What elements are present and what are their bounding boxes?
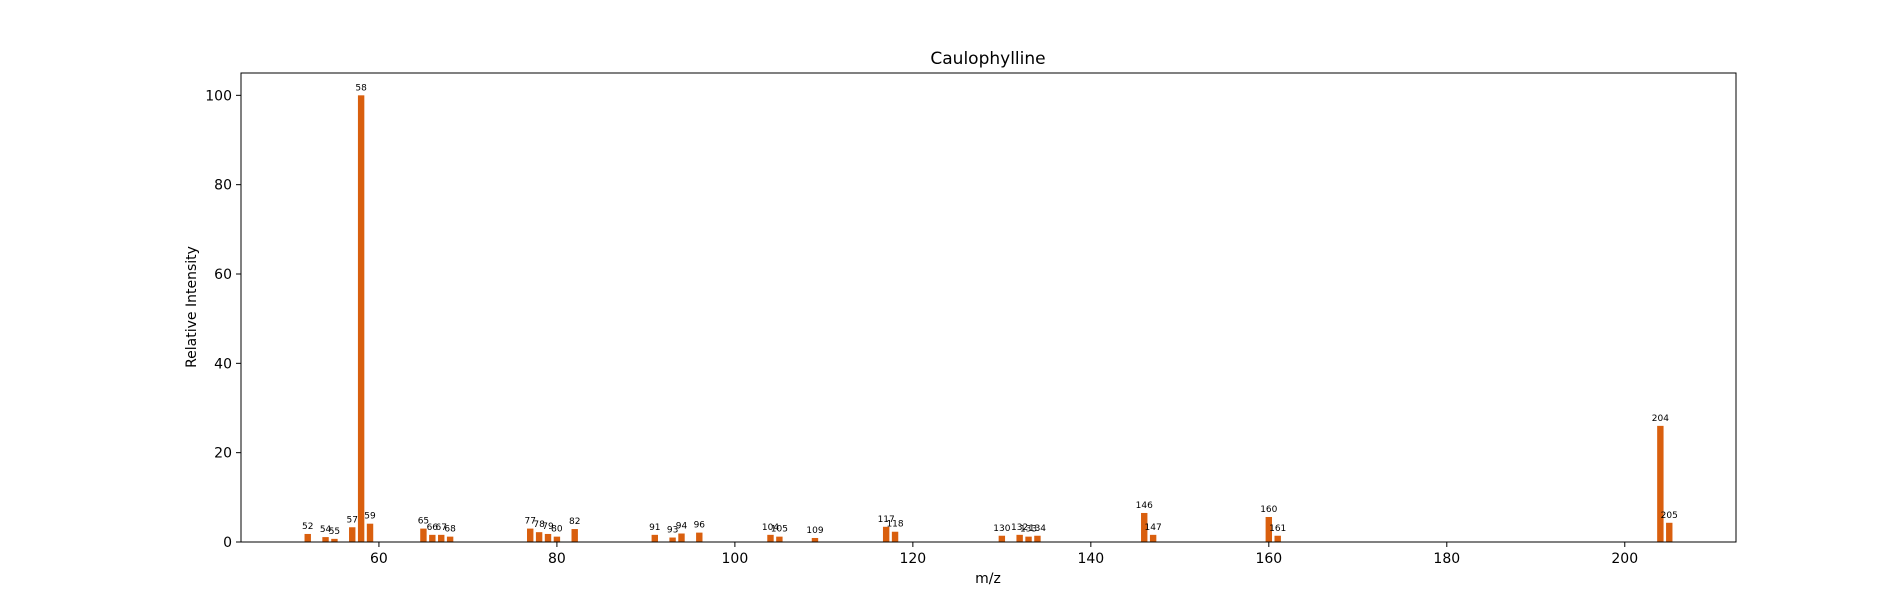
- bar-mz-133: [1025, 536, 1032, 542]
- chart-title: Caulophylline: [930, 49, 1045, 69]
- peak-label-54: 54: [320, 525, 332, 535]
- peak-label-96: 96: [694, 521, 706, 531]
- bar-mz-118: [891, 531, 899, 542]
- plot-frame: [240, 72, 1737, 543]
- bar-mz-160: [1265, 516, 1273, 542]
- bar-mz-55: [331, 538, 338, 542]
- bar-mz-52: [304, 533, 311, 542]
- peak-label-104: 104: [762, 523, 779, 533]
- x-tick-label-120: 120: [899, 551, 926, 567]
- x-tick-label-180: 180: [1433, 551, 1460, 567]
- bar-mz-105: [776, 536, 783, 542]
- x-tick-label-160: 160: [1255, 551, 1282, 567]
- peak-label-65: 65: [418, 517, 429, 527]
- x-tick-label-100: 100: [722, 551, 749, 567]
- y-axis-label: Relative Intensity: [184, 246, 200, 368]
- bar-mz-132: [1016, 534, 1023, 542]
- x-tick-label-80: 80: [548, 551, 566, 567]
- peak-label-93: 93: [667, 526, 678, 536]
- peak-label-58: 58: [355, 83, 367, 93]
- bar-mz-130: [998, 535, 1006, 542]
- x-axis-label: m/z: [975, 571, 1001, 587]
- bar-mz-77: [527, 528, 534, 542]
- bar-mz-67: [438, 534, 445, 542]
- y-tick-label-100: 100: [205, 88, 232, 104]
- bar-mz-104: [767, 534, 774, 542]
- peak-label-79: 79: [542, 522, 554, 532]
- peak-label-105: 105: [771, 525, 788, 535]
- peak-label-80: 80: [551, 525, 563, 535]
- bar-mz-82: [571, 529, 578, 542]
- peak-label-130: 130: [993, 524, 1010, 534]
- peak-label-52: 52: [302, 522, 313, 532]
- bar-mz-93: [669, 537, 676, 542]
- peak-label-77: 77: [524, 517, 535, 527]
- bar-mz-58: [357, 95, 365, 542]
- y-tick-label-80: 80: [214, 178, 232, 194]
- peak-label-67: 67: [435, 523, 446, 533]
- bars-group: [304, 95, 1673, 542]
- peak-label-118: 118: [886, 520, 903, 530]
- bar-mz-78: [535, 532, 543, 542]
- bar-mz-66: [429, 534, 436, 542]
- bar-mz-205: [1666, 522, 1673, 542]
- bar-mz-68: [446, 536, 454, 542]
- peak-label-59: 59: [364, 512, 376, 522]
- x-tick-label-60: 60: [370, 551, 388, 567]
- x-tick-label-140: 140: [1077, 551, 1104, 567]
- peak-label-133: 133: [1020, 525, 1037, 535]
- peak-label-204: 204: [1652, 414, 1669, 424]
- peak-label-78: 78: [533, 520, 545, 530]
- bar-mz-161: [1274, 535, 1281, 542]
- bar-mz-79: [544, 533, 552, 542]
- bar-mz-91: [651, 534, 658, 542]
- y-tick-label-20: 20: [214, 446, 232, 462]
- peak-label-57: 57: [347, 515, 358, 525]
- peak-label-146: 146: [1136, 501, 1153, 511]
- bar-mz-117: [882, 526, 890, 542]
- peak-label-161: 161: [1269, 524, 1286, 534]
- bar-mz-57: [349, 527, 356, 542]
- y-tick-label-40: 40: [214, 356, 232, 372]
- bar-mz-94: [678, 533, 685, 542]
- y-tick-label-60: 60: [214, 267, 232, 283]
- bar-mz-96: [696, 532, 703, 542]
- y-tick-label-0: 0: [223, 535, 232, 551]
- peak-label-160: 160: [1260, 505, 1277, 515]
- x-tick-label-200: 200: [1611, 551, 1638, 567]
- bar-mz-59: [366, 523, 374, 542]
- peak-label-117: 117: [878, 515, 895, 525]
- peak-label-94: 94: [676, 522, 688, 532]
- peak-label-82: 82: [569, 517, 580, 527]
- y-axis: 0 20 40 60 80 100: [205, 88, 241, 551]
- bar-mz-146: [1141, 512, 1148, 542]
- peak-label-55: 55: [329, 527, 340, 537]
- peak-label-205: 205: [1661, 511, 1678, 521]
- bar-mz-147: [1149, 534, 1157, 542]
- peak-label-109: 109: [806, 526, 823, 536]
- bar-mz-204: [1657, 425, 1664, 542]
- peak-label-68: 68: [444, 525, 456, 535]
- x-axis: 60 80 100 120 140 160 180 200: [370, 542, 1638, 567]
- bar-mz-134: [1034, 535, 1041, 542]
- peak-label-147: 147: [1145, 523, 1162, 533]
- peak-label-132: 132: [1011, 523, 1028, 533]
- peak-label-66: 66: [427, 523, 439, 533]
- bar-mz-80: [553, 536, 561, 542]
- bar-mz-65: [420, 528, 427, 542]
- bar-mz-109: [811, 537, 819, 542]
- bar-mz-54: [322, 537, 329, 542]
- peak-label-134: 134: [1029, 524, 1046, 534]
- peak-label-91: 91: [649, 523, 660, 533]
